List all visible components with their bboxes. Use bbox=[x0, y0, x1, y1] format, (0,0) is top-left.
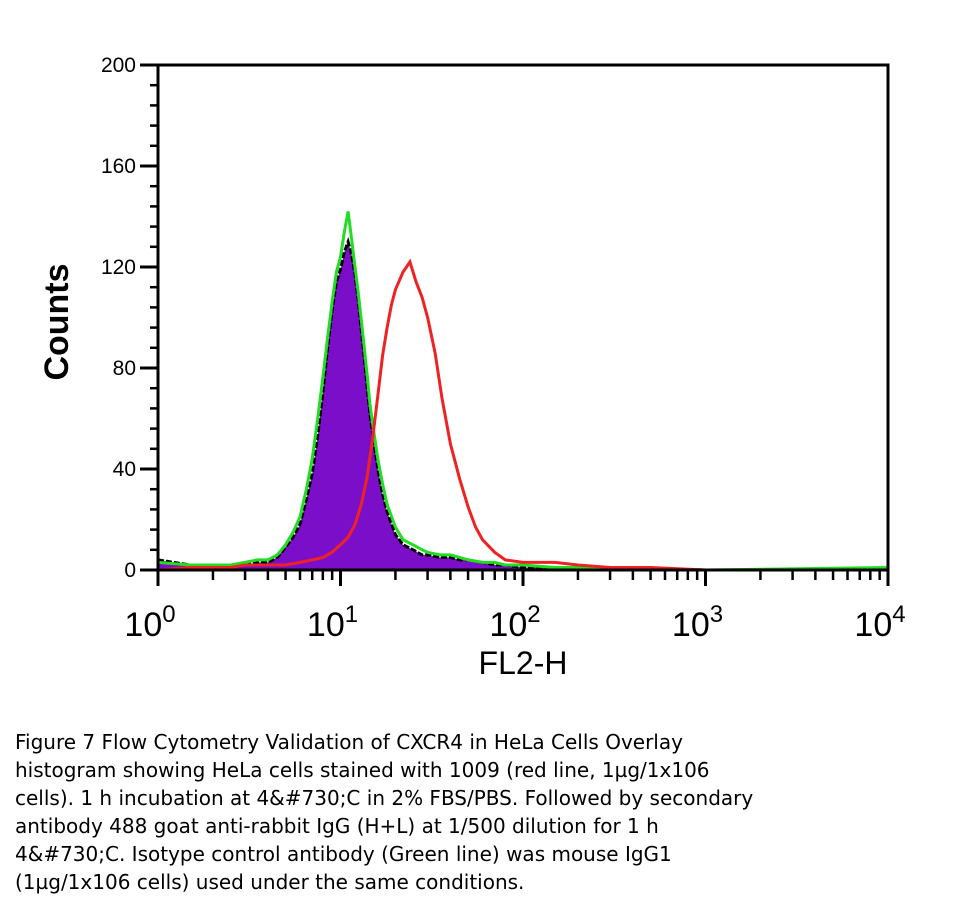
y-tick-label: 80 bbox=[113, 357, 136, 380]
x-tick-label: 103 bbox=[672, 601, 723, 644]
series-2-line bbox=[157, 258, 888, 572]
figure-caption: Figure 7 Flow Cytometry Validation of CX… bbox=[15, 728, 915, 896]
y-tick-label: 120 bbox=[101, 256, 136, 279]
caption-line: histogram showing HeLa cells stained wit… bbox=[15, 758, 710, 782]
series-0-outline bbox=[157, 236, 888, 572]
caption-line: antibody 488 goat anti-rabbit IgG (H+L) … bbox=[15, 814, 659, 838]
y-tick-label: 0 bbox=[124, 559, 136, 582]
x-tick-label: 100 bbox=[124, 601, 175, 644]
series-0-area bbox=[158, 241, 888, 571]
caption-line: cells). 1 h incubation at 4&#730;C in 2%… bbox=[15, 786, 754, 810]
caption-line: (1µg/1x106 cells) used under the same co… bbox=[15, 870, 525, 894]
y-tick-label: 40 bbox=[113, 458, 136, 481]
x-tick-label: 101 bbox=[307, 601, 358, 644]
x-tick-label: 102 bbox=[489, 601, 540, 644]
plot-frame bbox=[156, 63, 890, 572]
caption-line: 4&#730;C. Isotype control antibody (Gree… bbox=[15, 842, 672, 866]
y-tick-label: 200 bbox=[101, 54, 136, 77]
flow-cytometry-histogram: 0 40 80 120 160 200 100 101 102 103 104 FL2-H Coun… bbox=[38, 54, 906, 681]
label-layer: 0 40 80 120 160 200 100 101 102 103 104 bbox=[101, 54, 906, 644]
tick-layer bbox=[140, 63, 890, 586]
series-layer bbox=[157, 211, 889, 572]
series-1-line bbox=[157, 211, 889, 572]
y-tick-label: 160 bbox=[101, 155, 136, 178]
caption-line: Figure 7 Flow Cytometry Validation of CX… bbox=[15, 730, 683, 754]
x-axis-title: FL2-H bbox=[479, 645, 568, 681]
x-tick-label: 104 bbox=[854, 601, 905, 644]
y-axis-title: Counts bbox=[38, 263, 76, 380]
